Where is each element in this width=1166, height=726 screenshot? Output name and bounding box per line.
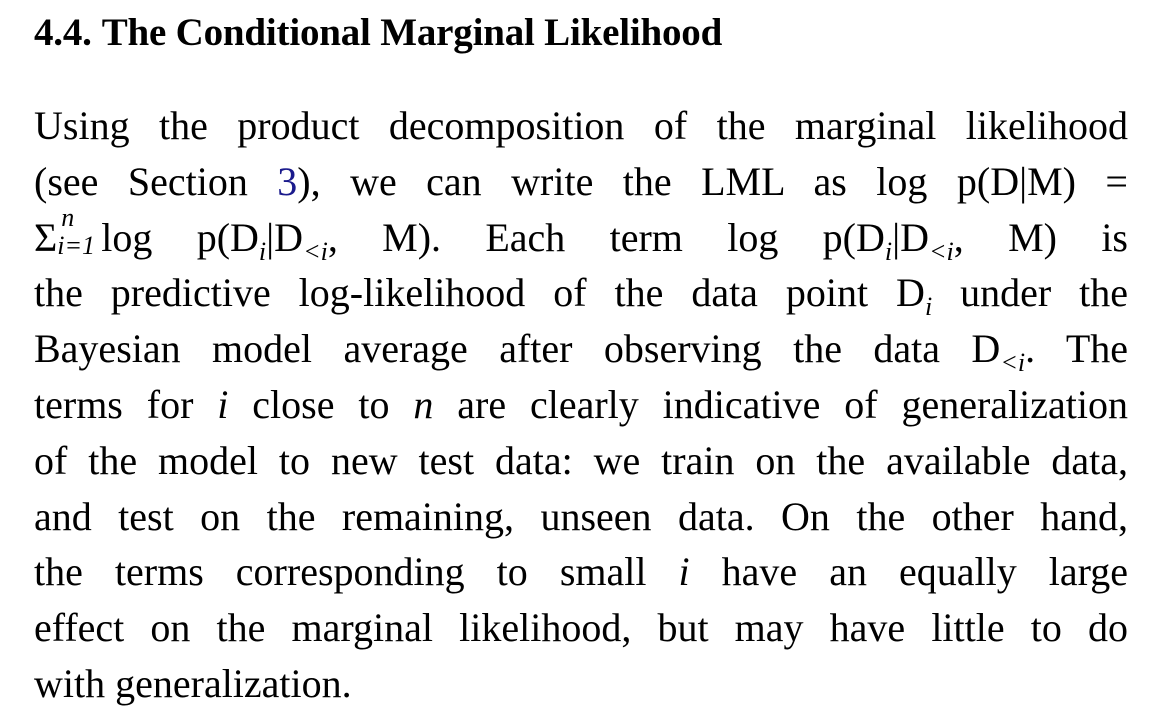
math-subscript: i — [884, 236, 893, 266]
sum-upper-limit: n — [61, 202, 75, 232]
math-subscript: <i — [303, 236, 328, 266]
section-number: 4.4. — [34, 11, 92, 54]
paragraph-line: the terms corresponding to small i have … — [34, 544, 1128, 600]
paragraph-line: with generalization. — [34, 656, 1128, 712]
paper-section: 4.4. The Conditional Marginal Likelihood … — [34, 8, 1128, 712]
section-heading: 4.4. The Conditional Marginal Likelihood — [34, 8, 1128, 58]
paragraph-line: the predictive log-likelihood of the dat… — [34, 265, 1128, 321]
text-run: effect on the marginal likelihood, but m… — [34, 605, 1128, 651]
text-run: the predictive log-likelihood of the dat… — [34, 270, 925, 316]
math-subscript: i — [258, 236, 267, 266]
math-subscript: <i — [1000, 348, 1026, 378]
math-variable: i — [217, 381, 229, 427]
paragraph-line: effect on the marginal likelihood, but m… — [34, 600, 1128, 656]
text-run: are clearly indicative of generalization — [433, 381, 1128, 427]
math-run: log p(D — [101, 214, 259, 260]
text-run: (see Section — [34, 158, 278, 204]
paragraph-line: Using the product decomposition of the m… — [34, 98, 1128, 154]
text-run: of the model to new test data: we train … — [34, 437, 1128, 483]
text-run: , M) is — [953, 214, 1128, 260]
paragraph-line: Bayesian model average after observing t… — [34, 321, 1128, 377]
text-run: with generalization. — [34, 660, 352, 706]
text-run: terms for — [34, 381, 218, 427]
section-title: The Conditional Marginal Likelihood — [101, 11, 723, 54]
math-run: |D — [892, 214, 930, 260]
math-subscript: i — [924, 292, 933, 322]
paragraph-line: terms for i close to n are clearly indic… — [34, 377, 1128, 433]
paragraph-line: (see Section 3), we can write the LML as… — [34, 154, 1128, 210]
text-run: , M). Each term log p(D — [327, 214, 885, 260]
math-run: |D — [266, 214, 304, 260]
section-reference-link[interactable]: 3 — [277, 158, 298, 204]
body-paragraph: Using the product decomposition of the m… — [34, 98, 1128, 712]
math-variable: i — [678, 549, 690, 595]
paragraph-line: and test on the remaining, unseen data. … — [34, 489, 1128, 545]
math-subscript: <i — [929, 236, 954, 266]
sum-lower-limit: i=1 — [57, 230, 96, 260]
text-run: close to — [228, 381, 414, 427]
paragraph-line: of the model to new test data: we train … — [34, 433, 1128, 489]
sum-limits: n i=1 — [57, 204, 101, 260]
sum-symbol: Σ — [34, 214, 58, 260]
text-run: under the — [932, 270, 1128, 316]
text-run: have an equally large — [689, 549, 1128, 595]
text-run: Bayesian model average after observing t… — [34, 326, 1001, 372]
text-run: Using the product decomposition of the m… — [34, 103, 1128, 148]
text-run: the terms corresponding to small — [34, 549, 679, 595]
text-run: ), we can write the LML as log p(D|M) = — [297, 158, 1128, 204]
text-run: . The — [1025, 326, 1129, 372]
math-variable: n — [413, 381, 434, 427]
text-run: and test on the remaining, unseen data. … — [34, 493, 1128, 539]
